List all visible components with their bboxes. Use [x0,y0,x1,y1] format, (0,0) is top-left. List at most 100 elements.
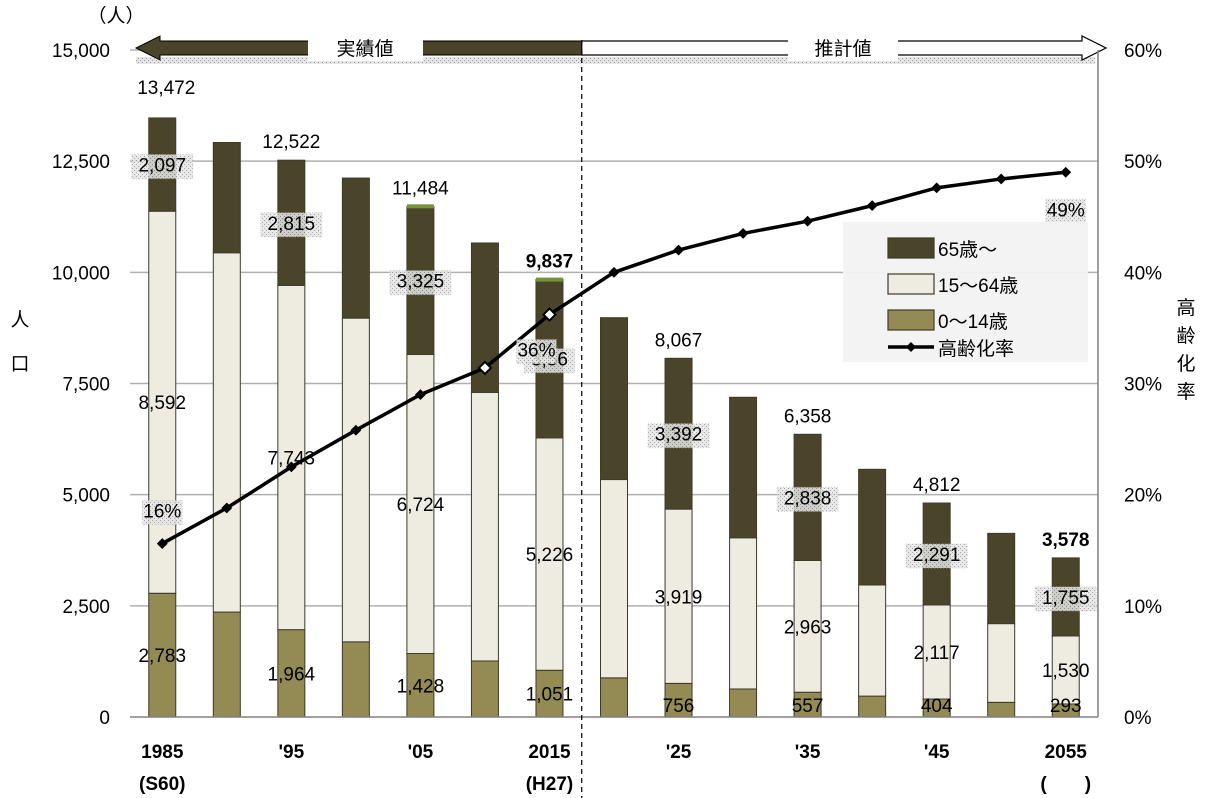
x-tick-sublabel: ( ) [1040,774,1091,795]
bar-segment [212,141,241,254]
label-15-64: 2,963 [784,617,832,638]
bar-segment [987,623,1016,703]
y2-tick-label: 10% [1124,597,1162,618]
y-tick-label: 15,000 [52,41,110,62]
legend-label: 高齢化率 [938,338,1014,360]
y2-axis-title: 齢 [1176,325,1195,347]
label-halo [1045,198,1087,224]
label-15-64: 1,530 [1042,661,1090,682]
y2-tick-label: 40% [1124,263,1162,284]
y2-axis-title: 化 [1176,353,1195,375]
label-15-64: 3,919 [655,587,703,608]
rate-marker [221,502,233,514]
total-label: 6,358 [784,406,832,427]
legend-marker [906,342,916,352]
bar-segment [600,677,628,718]
total-label: 9,837 [526,252,574,273]
label-15-64: 5,226 [526,545,574,566]
rate-marker [866,200,878,212]
label-15-64: 7,743 [268,449,316,470]
x-tick-sublabel: (H27) [526,774,574,795]
rate-marker [802,215,814,227]
x-tick-label: '05 [408,742,434,763]
y2-axis-title: 率 [1176,381,1195,403]
bar-segment [212,611,241,718]
y2-tick-label: 0% [1124,708,1152,729]
label-0-14: 293 [1050,696,1082,717]
bar-segment [922,604,951,700]
bar-segment [212,252,241,613]
label-15-64: 8,592 [138,393,186,414]
x-tick-label: '45 [924,742,950,763]
label-halo [905,543,968,569]
rate-marker [673,244,684,256]
bar-segment [341,317,370,643]
bar-segment [987,532,1016,625]
label-15-64: 6,724 [397,495,445,516]
y-axis-title: 人 [10,309,29,331]
label-0-14: 1,428 [397,676,445,697]
total-label: 4,812 [913,475,961,496]
x-tick-label: '35 [795,742,821,763]
label-halo [776,486,839,512]
rate-marker [608,266,620,278]
total-label: 12,522 [262,132,320,153]
x-tick-label: '25 [666,742,692,763]
axes: 0 2,500 5,000 7,500 10,000 12,500 15,000 0% 10% 2… [10,5,1196,798]
legend-swatch [887,237,935,259]
rate-label: 49% [1047,200,1085,221]
bar-segment [406,653,435,718]
x-tick-label: 2015 [528,742,571,763]
label-65plus: 3,325 [397,272,445,293]
y2-tick-label: 20% [1124,486,1162,507]
y-tick-label: 12,500 [52,152,110,173]
label-65plus: 2,291 [913,545,961,566]
rate-marker [156,538,168,549]
rate-marker [1060,166,1072,178]
label-65plus: 1,755 [1042,588,1090,609]
period-banner: 実績値 推計値 [134,35,1108,64]
bar-segment [535,669,564,718]
legend-label: 0～14歳 [938,311,1008,333]
x-tick-label: '95 [279,742,305,763]
bar-segment [664,508,693,684]
label-halo [389,270,452,296]
y-tick-label: 7,500 [62,375,110,396]
label-65plus: 2,815 [268,214,316,235]
legend-swatch [887,273,935,295]
bar-segment [793,691,822,718]
bar-segment [600,317,628,481]
label-halo [260,212,323,238]
bar-segment [729,688,758,718]
y-tick-label: 5,000 [62,486,110,507]
bar-segment [1051,635,1080,705]
y2-axis-title: 高 [1176,297,1195,319]
label-0-14: 1,964 [268,664,316,685]
bar-cap [406,204,434,209]
x-tick-label: 1985 [141,742,184,763]
label-0-14: 2,783 [138,646,186,667]
bar-segment [470,660,499,718]
y2-tick-label: 50% [1124,152,1162,173]
rate-marker [285,461,297,473]
bar-segment [535,437,564,671]
label-halo [141,500,183,526]
rate-label: 36% [517,341,555,362]
bar-segment [664,682,693,718]
y2-tick-label: 60% [1124,41,1162,62]
legend-label: 15～64歳 [938,275,1018,297]
legend-swatch [887,309,935,331]
label-halo [1034,586,1097,612]
label-halo [131,154,194,180]
bar-cap [535,277,563,282]
y-unit-label: （人） [87,5,144,27]
bar-segment [470,391,499,662]
y-axis-title: 口 [10,354,29,375]
label-0-14: 404 [921,696,953,717]
aging-rate-line [156,166,1072,549]
rate-marker [737,228,749,239]
rate-label: 16% [143,502,181,523]
legend-label: 65歳～ [938,239,997,261]
